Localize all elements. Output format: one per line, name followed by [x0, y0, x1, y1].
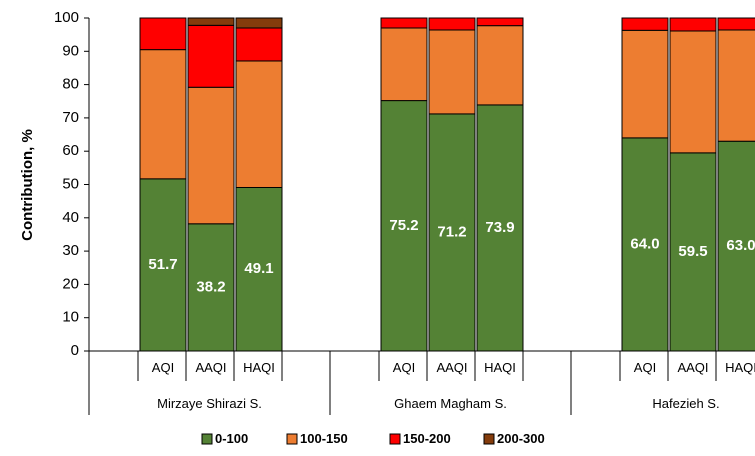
bar-segment: [380, 17, 428, 29]
data-label: 49.1: [244, 260, 273, 277]
y-tick-label: 90: [62, 42, 79, 59]
legend-item: 0-100: [201, 431, 248, 446]
legend-item: 100-150: [286, 431, 348, 446]
y-tick-label: 70: [62, 109, 79, 126]
legend-swatch: [201, 433, 213, 445]
legend-label: 0-100: [215, 431, 248, 446]
bar-segment: [717, 29, 755, 142]
data-label: 38.2: [196, 278, 225, 295]
bar-segment: [139, 49, 187, 180]
bar-segment: [669, 152, 717, 352]
bar-group: 64.0 59.5 63.0: [621, 17, 755, 352]
bar-segment: [235, 27, 283, 62]
data-label: 51.7: [148, 256, 177, 273]
x-axis: AQI AAQI HAQI Mirzaye Shirazi S. AQI AAQI HAQI…: [88, 350, 755, 415]
bar-segment: [428, 17, 476, 31]
bar-segment: [717, 17, 755, 31]
category-label: HAQI: [725, 360, 755, 375]
group-label: Mirzaye Shirazi S.: [157, 396, 262, 411]
bar-segment: [139, 17, 187, 51]
legend-swatch: [389, 433, 401, 445]
bar-group: 75.2 71.2 73.9: [380, 17, 524, 352]
y-axis: 0 10 20 30 40 50 60 70 80 90 100: [54, 9, 90, 359]
category-label: AAQI: [677, 360, 708, 375]
legend-item: 200-300: [483, 431, 545, 446]
group-label: Hafezieh S.: [652, 396, 719, 411]
bar-segment: [187, 86, 235, 225]
data-label: 71.2: [437, 223, 466, 240]
y-tick-label: 50: [62, 175, 79, 192]
bar-segment: [187, 24, 235, 88]
category-label: AAQI: [436, 360, 467, 375]
category-label: AQI: [634, 360, 656, 375]
bar-segment: [669, 30, 717, 154]
legend-item: 150-200: [389, 431, 451, 446]
bar-segment: [235, 17, 283, 29]
category-label: AQI: [393, 360, 415, 375]
bar-segment: [621, 17, 669, 31]
y-tick-label: 40: [62, 209, 79, 226]
bar-segment: [187, 17, 235, 26]
y-tick-label: 10: [62, 309, 79, 326]
y-tick-label: 0: [71, 342, 79, 359]
category-label: AQI: [152, 360, 174, 375]
y-axis-title: Contribution, %: [19, 129, 36, 241]
data-label: 64.0: [630, 235, 659, 252]
data-label: 73.9: [485, 219, 514, 236]
bar-segment: [669, 17, 717, 32]
group-label: Ghaem Magham S.: [394, 396, 507, 411]
bar-segment: [476, 17, 524, 27]
y-tick-label: 60: [62, 142, 79, 159]
y-tick-label: 80: [62, 76, 79, 93]
y-tick-label: 30: [62, 242, 79, 259]
bar-segment: [621, 137, 669, 352]
legend-label: 200-300: [497, 431, 545, 446]
category-label: HAQI: [484, 360, 516, 375]
data-label: 75.2: [389, 217, 418, 234]
legend-swatch: [286, 433, 298, 445]
y-tick-label: 100: [54, 9, 79, 26]
data-label: 59.5: [678, 243, 707, 260]
bar-segment: [139, 178, 187, 352]
y-tick-label: 20: [62, 275, 79, 292]
bar-segment: [621, 29, 669, 139]
data-label: 63.0: [726, 237, 755, 254]
category-label: AAQI: [195, 360, 226, 375]
bar-group: 51.7 38.2 49.1: [139, 17, 283, 352]
bar-segment: [476, 25, 524, 106]
bars: 51.7 38.2 49.1 75.2 71.2 73.9 64.0 59.5 63.0: [139, 17, 755, 352]
category-label: HAQI: [243, 360, 275, 375]
bar-segment: [235, 60, 283, 188]
legend-swatch: [483, 433, 495, 445]
bar-segment: [380, 27, 428, 102]
legend: 0-100 100-150 150-200 200-300: [201, 431, 545, 446]
bar-segment: [428, 29, 476, 115]
legend-label: 100-150: [300, 431, 348, 446]
legend-label: 150-200: [403, 431, 451, 446]
